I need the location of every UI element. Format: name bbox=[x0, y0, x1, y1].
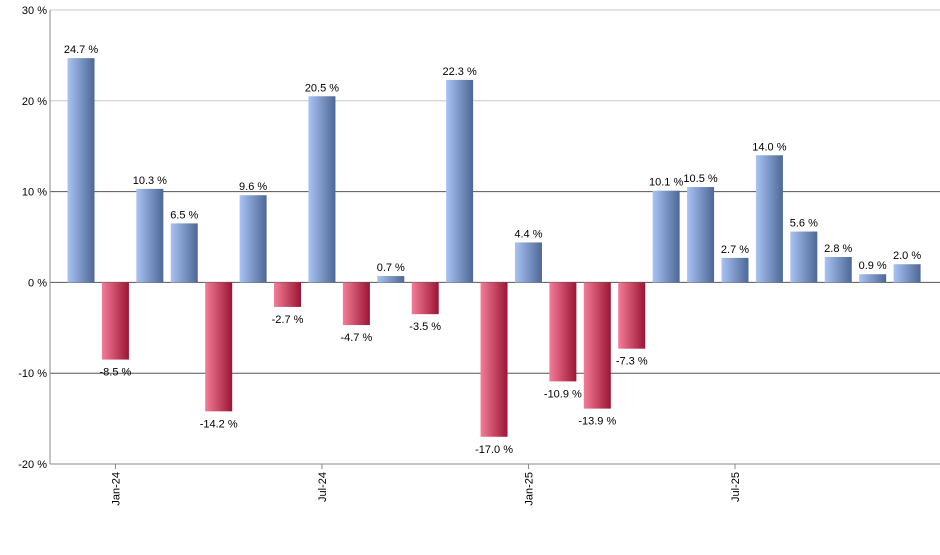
data-label: -10.9 % bbox=[544, 388, 582, 400]
bar bbox=[342, 282, 370, 326]
data-label: 9.6 % bbox=[239, 181, 267, 193]
x-tick-label: Jan-25 bbox=[523, 472, 535, 506]
data-label: 2.0 % bbox=[893, 250, 921, 262]
bar bbox=[514, 242, 542, 283]
bar bbox=[308, 96, 336, 283]
y-tick-label: 0 % bbox=[28, 277, 47, 289]
bar bbox=[136, 188, 164, 283]
data-label: -8.5 % bbox=[100, 367, 132, 379]
data-label: 4.4 % bbox=[514, 228, 542, 240]
data-label: -17.0 % bbox=[475, 444, 513, 456]
bar bbox=[205, 282, 233, 412]
bar bbox=[790, 231, 818, 283]
data-label: -3.5 % bbox=[409, 321, 441, 333]
x-tick-label: Jul-24 bbox=[317, 472, 329, 502]
data-label: 5.6 % bbox=[790, 218, 818, 230]
data-label: -14.2 % bbox=[200, 418, 238, 430]
bar bbox=[859, 274, 887, 283]
data-label: 2.8 % bbox=[824, 243, 852, 255]
data-label: 24.7 % bbox=[64, 44, 98, 56]
data-label: 6.5 % bbox=[170, 209, 198, 221]
bar bbox=[824, 256, 852, 283]
bar bbox=[583, 282, 611, 409]
y-tick-label: 30 % bbox=[22, 5, 47, 17]
data-label: -13.9 % bbox=[578, 416, 616, 428]
data-label: 20.5 % bbox=[305, 82, 339, 94]
data-label: 10.1 % bbox=[649, 177, 683, 189]
bar bbox=[721, 257, 749, 283]
x-tick-label: Jan-24 bbox=[110, 472, 122, 506]
data-label: 0.9 % bbox=[859, 260, 887, 272]
data-label: 2.7 % bbox=[721, 244, 749, 256]
data-label: 14.0 % bbox=[752, 141, 786, 153]
bar bbox=[446, 79, 474, 283]
bar bbox=[170, 223, 198, 283]
bar bbox=[549, 282, 577, 382]
bar bbox=[652, 190, 680, 283]
bar bbox=[67, 58, 95, 283]
bar bbox=[274, 282, 302, 307]
bar bbox=[755, 155, 783, 283]
y-tick-label: 10 % bbox=[22, 187, 47, 199]
y-tick-label: -10 % bbox=[18, 368, 47, 380]
bar bbox=[618, 282, 646, 349]
data-label: 0.7 % bbox=[377, 262, 405, 274]
x-tick-label: Jul-25 bbox=[730, 472, 742, 502]
bar bbox=[377, 276, 405, 283]
data-label: -4.7 % bbox=[340, 332, 372, 344]
bar bbox=[101, 282, 129, 360]
data-label: 10.3 % bbox=[133, 175, 167, 187]
bar bbox=[687, 187, 715, 283]
bar bbox=[480, 282, 508, 437]
data-label: 22.3 % bbox=[442, 66, 476, 78]
data-label: -2.7 % bbox=[272, 314, 304, 326]
y-tick-label: -20 % bbox=[18, 459, 47, 471]
bar bbox=[893, 264, 921, 283]
y-tick-label: 20 % bbox=[22, 96, 47, 108]
bar bbox=[411, 282, 439, 315]
bar bbox=[239, 195, 267, 283]
data-label: -7.3 % bbox=[616, 356, 648, 368]
data-label: 10.5 % bbox=[683, 173, 717, 185]
